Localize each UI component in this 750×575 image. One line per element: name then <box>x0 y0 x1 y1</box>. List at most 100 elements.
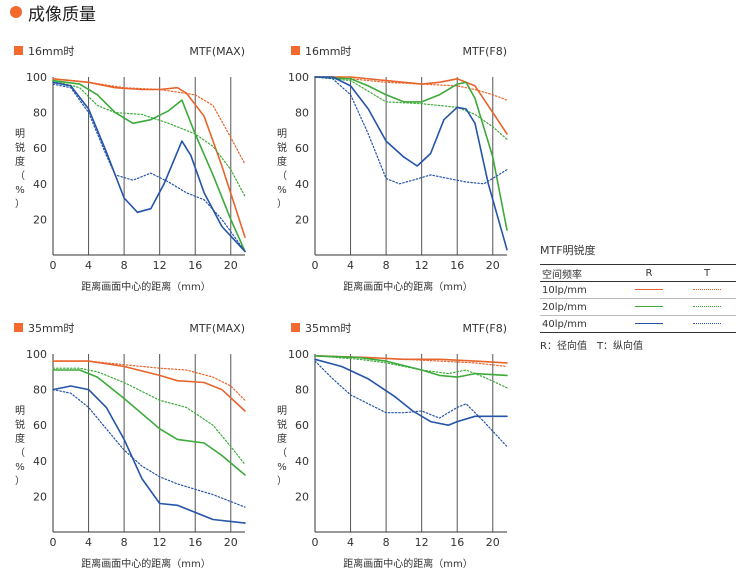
x-tick-label: 12 <box>153 259 167 272</box>
header-dot-icon <box>10 6 22 18</box>
y-tick-label: 20 <box>33 490 47 503</box>
y-tick-label: 80 <box>295 107 309 120</box>
series-line-20-r <box>314 76 508 231</box>
series-line-10-r <box>314 76 508 135</box>
x-tick-label: 20 <box>486 536 500 549</box>
legend-header-row: 空间频率 R T <box>540 264 736 282</box>
series-line-20-t <box>52 80 246 197</box>
panel-label: 16mm时 <box>305 45 351 58</box>
x-tick-label: 20 <box>224 259 238 272</box>
x-tick-label: 20 <box>486 259 500 272</box>
y-axis-label: 明锐度（%） <box>277 405 287 487</box>
x-tick-label: 12 <box>153 536 167 549</box>
legend-swatch-40-r <box>635 323 663 324</box>
legend-swatch-20-r <box>635 306 663 307</box>
mtf-legend: MTF明锐度 空间频率 R T 10lp/mm 20lp/mm 40lp/mm … <box>540 242 740 352</box>
y-tick-label: 100 <box>288 71 309 84</box>
series-line-20-r <box>52 369 246 476</box>
y-axis-label: 明锐度（%） <box>15 128 25 210</box>
legend-note: R：径向值 T：纵向值 <box>540 341 644 352</box>
panel-marker-icon <box>291 323 300 332</box>
x-tick-label: 0 <box>312 536 319 549</box>
x-axis-label: 距离画面中心的距离（mm） <box>343 557 472 570</box>
panel-mode: MTF(MAX) <box>189 45 245 58</box>
panel-marker-icon <box>14 46 23 55</box>
y-tick-label: 100 <box>26 348 47 361</box>
series-line-10-r <box>52 78 246 238</box>
series-line-40-r <box>314 76 508 251</box>
y-tick-label: 40 <box>33 455 47 468</box>
legend-row-40: 40lp/mm <box>540 315 736 333</box>
y-axis-label: 明锐度（%） <box>15 405 25 487</box>
x-tick-label: 0 <box>50 259 57 272</box>
legend-title: MTF明锐度 <box>540 244 596 257</box>
y-axis-label: 明锐度（%） <box>277 128 287 210</box>
y-tick-label: 20 <box>295 213 309 226</box>
series-line-20-r <box>314 355 508 378</box>
series-line-10-t <box>314 76 508 101</box>
legend-row-label: 20lp/mm <box>540 298 620 316</box>
x-tick-label: 4 <box>85 259 92 272</box>
x-axis-label: 距离画面中心的距离（mm） <box>81 280 210 293</box>
y-tick-label: 80 <box>33 384 47 397</box>
series-line-40-r <box>52 81 246 253</box>
x-tick-label: 12 <box>415 536 429 549</box>
x-tick-label: 8 <box>383 259 390 272</box>
y-tick-label: 60 <box>33 142 47 155</box>
y-tick-label: 60 <box>295 419 309 432</box>
series-line-40-r <box>314 358 508 426</box>
panel-label: 35mm时 <box>305 322 351 335</box>
x-tick-label: 16 <box>188 259 202 272</box>
legend-table: 空间频率 R T 10lp/mm 20lp/mm 40lp/mm <box>540 264 736 333</box>
y-tick-label: 100 <box>288 348 309 361</box>
legend-row-label: 10lp/mm <box>540 281 620 299</box>
x-tick-label: 8 <box>121 259 128 272</box>
panel-mode: MTF(F8) <box>463 322 507 335</box>
legend-row-20: 20lp/mm <box>540 298 736 316</box>
x-tick-label: 16 <box>450 536 464 549</box>
legend-col-r: R <box>620 264 678 282</box>
panel-label: 35mm时 <box>28 322 74 335</box>
panel-mode: MTF(MAX) <box>189 322 245 335</box>
series-line-40-t <box>314 76 508 185</box>
x-tick-label: 12 <box>415 259 429 272</box>
series-line-40-t <box>314 360 508 448</box>
y-tick-label: 60 <box>33 419 47 432</box>
y-tick-label: 40 <box>295 178 309 191</box>
section-title: 成像质量 <box>28 4 96 25</box>
series-line-40-r <box>52 385 246 524</box>
x-tick-label: 4 <box>85 536 92 549</box>
series-line-20-r <box>52 79 246 253</box>
legend-col-t: T <box>678 264 736 282</box>
x-tick-label: 0 <box>50 536 57 549</box>
legend-row-10: 10lp/mm <box>540 281 736 299</box>
legend-swatch-10-r <box>635 289 663 290</box>
x-axis-label: 距离画面中心的距离（mm） <box>343 280 472 293</box>
series-line-20-t <box>314 355 508 389</box>
series-line-20-t <box>52 367 246 465</box>
x-tick-label: 4 <box>347 259 354 272</box>
x-tick-label: 16 <box>450 259 464 272</box>
x-tick-label: 8 <box>121 536 128 549</box>
series-line-20-t <box>314 76 508 140</box>
y-tick-label: 20 <box>295 490 309 503</box>
y-tick-label: 20 <box>33 213 47 226</box>
series-line-10-t <box>52 78 246 165</box>
x-tick-label: 4 <box>347 536 354 549</box>
x-axis-label: 距离画面中心的距离（mm） <box>81 557 210 570</box>
legend-swatch-20-t <box>693 306 721 307</box>
legend-col-freq: 空间频率 <box>540 264 620 282</box>
series-line-10-t <box>52 360 246 401</box>
series-line-40-t <box>52 83 246 252</box>
legend-row-label: 40lp/mm <box>540 315 620 333</box>
panel-mode: MTF(F8) <box>463 45 507 58</box>
x-tick-label: 0 <box>312 259 319 272</box>
legend-swatch-40-t <box>693 323 721 324</box>
panel-label: 16mm时 <box>28 45 74 58</box>
panel-marker-icon <box>14 323 23 332</box>
section-header: 成像质量 <box>10 0 96 25</box>
y-tick-label: 40 <box>33 178 47 191</box>
y-tick-label: 80 <box>295 384 309 397</box>
x-tick-label: 20 <box>224 536 238 549</box>
